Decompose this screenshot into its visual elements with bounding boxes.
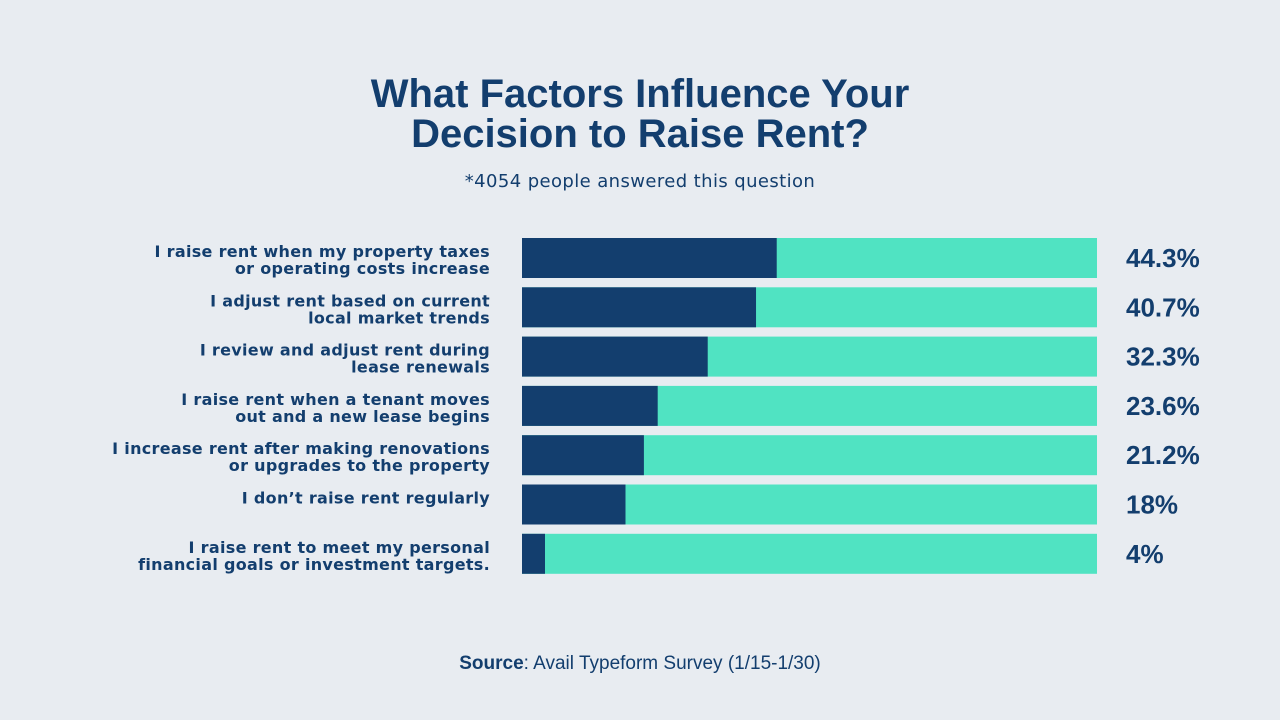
source-note: Source: Avail Typeform Survey (1/15-1/30… xyxy=(0,653,1280,675)
chart-title-line-2: Decision to Raise Rent? xyxy=(411,112,869,156)
source-text: : Avail Typeform Survey (1/15-1/30) xyxy=(523,653,821,674)
bar xyxy=(522,287,757,328)
bar-track xyxy=(522,533,1097,574)
value-label: 32.3% xyxy=(1126,342,1200,372)
value-label: 18% xyxy=(1126,490,1178,520)
category-label: I don’t raise rent regularly xyxy=(242,489,490,508)
chart-subtitle: *4054 people answered this question xyxy=(464,171,816,192)
category-label: I adjust rent based on current local mark… xyxy=(210,291,490,327)
category-label: I raise rent when my property taxes or op… xyxy=(155,242,490,278)
category-label: I raise rent when a tenant moves out and … xyxy=(181,390,490,426)
bar xyxy=(522,385,658,426)
value-label: 4% xyxy=(1126,539,1164,569)
value-label: 23.6% xyxy=(1126,391,1200,421)
chart-title: What Factors Influence Your Decision to … xyxy=(0,74,1280,154)
category-label: I increase rent after making renovations… xyxy=(112,439,490,475)
bar xyxy=(522,484,626,525)
value-label: 44.3% xyxy=(1126,243,1200,273)
value-label: 40.7% xyxy=(1126,292,1200,322)
bar xyxy=(522,533,545,574)
value-label: 21.2% xyxy=(1126,440,1200,470)
bar xyxy=(522,336,708,377)
source-label: Source xyxy=(459,653,524,674)
category-label: I raise rent to meet my personal financia… xyxy=(138,538,490,574)
bar xyxy=(522,435,644,476)
chart-title-line-1: What Factors Influence Your xyxy=(370,72,910,116)
bar xyxy=(522,238,777,278)
category-label: I review and adjust rent during lease ren… xyxy=(200,341,490,377)
